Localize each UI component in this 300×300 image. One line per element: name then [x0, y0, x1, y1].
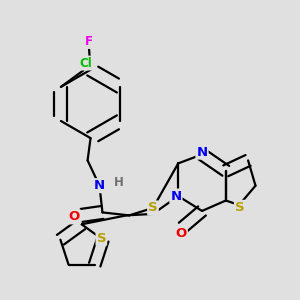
Text: N: N — [196, 146, 208, 159]
Text: S: S — [97, 232, 106, 245]
Text: N: N — [94, 179, 105, 192]
Text: O: O — [176, 227, 187, 240]
Text: Cl: Cl — [80, 57, 93, 70]
Text: N: N — [170, 190, 182, 202]
Text: F: F — [85, 35, 93, 48]
Text: O: O — [69, 210, 80, 224]
Text: H: H — [114, 176, 124, 189]
Text: S: S — [235, 201, 244, 214]
Text: S: S — [148, 202, 158, 214]
